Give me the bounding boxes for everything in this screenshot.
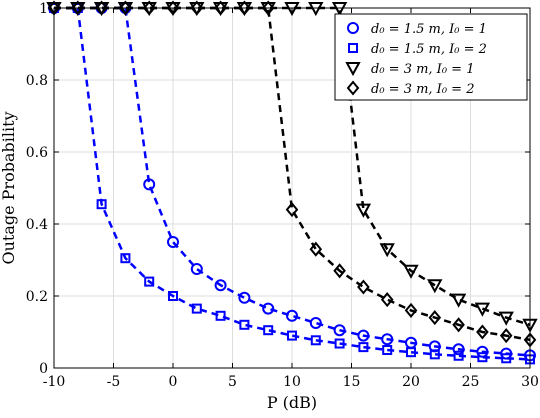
series-3-line: [54, 6, 531, 326]
series-1-point: [190, 263, 203, 275]
legend-marker: [346, 80, 360, 96]
series-4-point: [238, 0, 251, 16]
x-tick-label: 5: [228, 374, 237, 390]
series-4-point: [380, 292, 394, 308]
legend-marker: [347, 22, 359, 34]
series-2-point: [334, 338, 345, 349]
series-2-point: [191, 303, 202, 314]
series-2-point: [358, 342, 369, 353]
series-3-point: [403, 264, 419, 279]
series-4-point: [452, 317, 465, 333]
x-tick-label: -5: [107, 374, 121, 390]
series-1-point: [262, 302, 275, 315]
series-3-point: [450, 293, 467, 308]
series-4-point: [309, 241, 323, 257]
series-1-line: [54, 6, 531, 357]
legend: d₀ = 1.5 m, I₀ = 1 d₀ = 1.5 m, I₀ = 2 d₀ =…: [334, 13, 528, 101]
series-4-point: [261, 0, 275, 16]
y-tick-label: 1: [39, 1, 48, 17]
series-3-point: [474, 302, 491, 317]
y-tick-label: 0.6: [26, 145, 48, 161]
axis-ticks: -10 -5 0 5 10 15 20 25 30 0 0.2 0.4 0.6 0.8 1: [26, 1, 539, 390]
x-tick-label: 25: [462, 374, 480, 390]
legend-box: [334, 13, 528, 101]
series-2-point: [120, 253, 131, 264]
series-4-point: [95, 0, 108, 16]
series-4-point: [166, 0, 180, 16]
x-tick-label: -10: [43, 374, 66, 390]
series-2-point: [168, 291, 178, 301]
y-tick-label: 0.2: [26, 289, 48, 305]
series-4-point: [476, 324, 489, 340]
series-3-point: [498, 311, 514, 326]
y-tick-label: 0.4: [26, 217, 48, 233]
series-3-point: [427, 279, 443, 294]
x-tick-label: 30: [521, 374, 539, 390]
series-4-point: [71, 0, 85, 16]
series-1-point: [238, 291, 251, 304]
legend-marker: [348, 43, 358, 53]
series-1-point: [333, 324, 346, 337]
series-1-point: [428, 340, 441, 353]
series-4-point: [499, 328, 513, 344]
series-4-point: [119, 0, 132, 16]
series-1-point: [452, 343, 465, 356]
x-tick-label: 15: [343, 374, 361, 390]
series-4-point: [428, 310, 442, 326]
series-4-line: [54, 6, 531, 342]
series-2-point: [382, 345, 393, 355]
series-4-point: [357, 279, 370, 295]
series-2-point: [263, 325, 274, 336]
series-1-point: [476, 345, 489, 358]
x-tick-label: 0: [169, 374, 178, 390]
series-4-point: [404, 302, 418, 318]
series-2-point: [310, 335, 321, 346]
series-2-point: [429, 349, 440, 360]
series-1-point: [214, 279, 227, 292]
series-2-point: [144, 276, 155, 287]
series-2-point: [239, 319, 250, 330]
series-4: [47, 0, 537, 348]
series-4-point: [190, 0, 204, 16]
series-1-point: [143, 178, 156, 191]
legend-marker: [345, 62, 361, 77]
series-2-point: [287, 330, 297, 341]
y-axis-label: Outage Probability: [0, 111, 18, 264]
series-2-point: [477, 352, 488, 363]
series-1-point: [357, 329, 370, 342]
legend-entry-label: d₀ = 1.5 m, I₀ = 2: [371, 42, 487, 57]
series-3-point: [355, 203, 372, 218]
series-1-point: [309, 317, 322, 329]
series-3-point: [379, 243, 395, 258]
series-2-point: [96, 199, 107, 210]
legend-entry-label: d₀ = 3 m, I₀ = 1: [371, 62, 474, 77]
series-2-point: [406, 347, 416, 358]
x-tick-label: 20: [402, 374, 420, 390]
y-tick-label: 0: [39, 361, 48, 377]
legend-entry-label: d₀ = 1.5 m, I₀ = 1: [371, 22, 487, 37]
series-2-point: [501, 353, 512, 364]
series-2-point: [215, 310, 226, 321]
x-axis-label: P (dB): [267, 393, 317, 412]
series-4-point: [214, 0, 227, 16]
series-4-point: [285, 202, 299, 218]
series-1-point: [381, 333, 394, 346]
y-tick-label: 0.8: [26, 73, 48, 89]
data-series: [46, 0, 538, 365]
x-tick-label: 10: [283, 374, 301, 390]
series-4-point: [333, 263, 346, 279]
series-1-point: [286, 309, 298, 322]
legend-entry-label: d₀ = 3 m, I₀ = 2: [371, 82, 474, 97]
series-4-point: [142, 0, 156, 16]
series-2-point: [453, 350, 464, 361]
series-2-line: [54, 6, 531, 361]
series-1-point: [167, 236, 179, 248]
